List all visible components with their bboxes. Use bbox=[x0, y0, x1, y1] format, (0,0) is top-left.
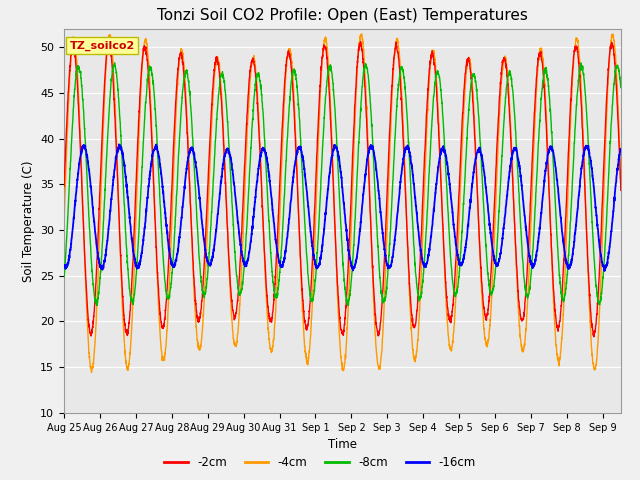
X-axis label: Time: Time bbox=[328, 438, 357, 451]
Legend: -2cm, -4cm, -8cm, -16cm: -2cm, -4cm, -8cm, -16cm bbox=[159, 452, 481, 474]
Title: Tonzi Soil CO2 Profile: Open (East) Temperatures: Tonzi Soil CO2 Profile: Open (East) Temp… bbox=[157, 9, 528, 24]
Text: TZ_soilco2: TZ_soilco2 bbox=[70, 40, 135, 50]
Y-axis label: Soil Temperature (C): Soil Temperature (C) bbox=[22, 160, 35, 282]
